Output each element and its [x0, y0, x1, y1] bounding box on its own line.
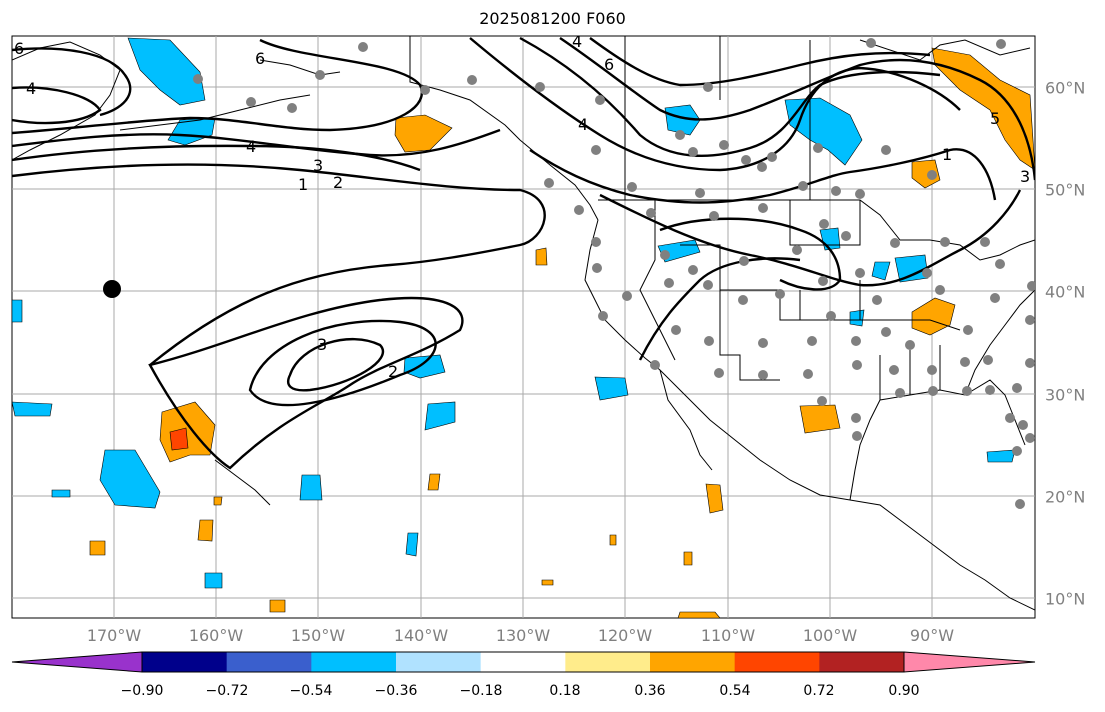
- contour-label: 3: [317, 335, 327, 354]
- lon-label: 90°W: [909, 626, 955, 645]
- contour-label: 4: [578, 115, 588, 134]
- contour-label: 5: [990, 109, 1000, 128]
- anomaly-shading: [12, 37, 1035, 618]
- location-marker: [103, 280, 121, 298]
- contour-label: 6: [14, 39, 24, 58]
- colorbar-tick: 0.18: [549, 683, 581, 699]
- contour-label: 4: [246, 137, 256, 156]
- colorbar-tick: −0.90: [120, 683, 164, 699]
- lat-label: 40°N: [1045, 282, 1086, 302]
- lon-label: 170°W: [86, 626, 142, 645]
- lat-label: 10°N: [1045, 589, 1086, 609]
- contour-label: 3: [1020, 167, 1030, 186]
- lon-label: 130°W: [495, 626, 551, 645]
- colorbar-tick: 0.72: [803, 683, 835, 699]
- contour-label: 1: [942, 145, 952, 164]
- colorbar-tick: 0.36: [634, 683, 666, 699]
- lon-label: 160°W: [188, 626, 244, 645]
- map-title: 2025081200 F060: [479, 9, 626, 28]
- station-dots: [193, 38, 1035, 509]
- lat-label: 20°N: [1045, 487, 1086, 507]
- contour-labels: 6 4 4 3 2 1 6 4 4 6 5 1 3 3 2: [14, 32, 1030, 381]
- contour-label: 3: [313, 156, 323, 175]
- contour-label: 6: [604, 55, 614, 74]
- colorbar-tick: 0.90: [888, 683, 920, 699]
- colorbar-tick: −0.72: [205, 683, 249, 699]
- colorbar-tick: −0.54: [289, 683, 333, 699]
- lat-label: 50°N: [1045, 180, 1086, 200]
- contour-label: 4: [26, 79, 36, 98]
- contour-label: 2: [388, 362, 398, 381]
- lon-label: 150°W: [290, 626, 346, 645]
- lon-label: 110°W: [700, 626, 756, 645]
- lon-label: 100°W: [802, 626, 858, 645]
- contour-label: 1: [298, 175, 308, 194]
- colorbar-tick: −0.18: [459, 683, 503, 699]
- colorbar-tick: 0.54: [719, 683, 751, 699]
- contour-label: 6: [255, 49, 265, 68]
- contour-label: 2: [333, 173, 343, 192]
- coastlines: [12, 36, 1035, 611]
- contour-label: 4: [572, 32, 582, 51]
- lon-label: 140°W: [393, 626, 449, 645]
- lon-label: 120°W: [597, 626, 653, 645]
- lat-label: 60°N: [1045, 78, 1086, 98]
- lat-label: 30°N: [1045, 385, 1086, 405]
- colorbar-tick: −0.36: [374, 683, 418, 699]
